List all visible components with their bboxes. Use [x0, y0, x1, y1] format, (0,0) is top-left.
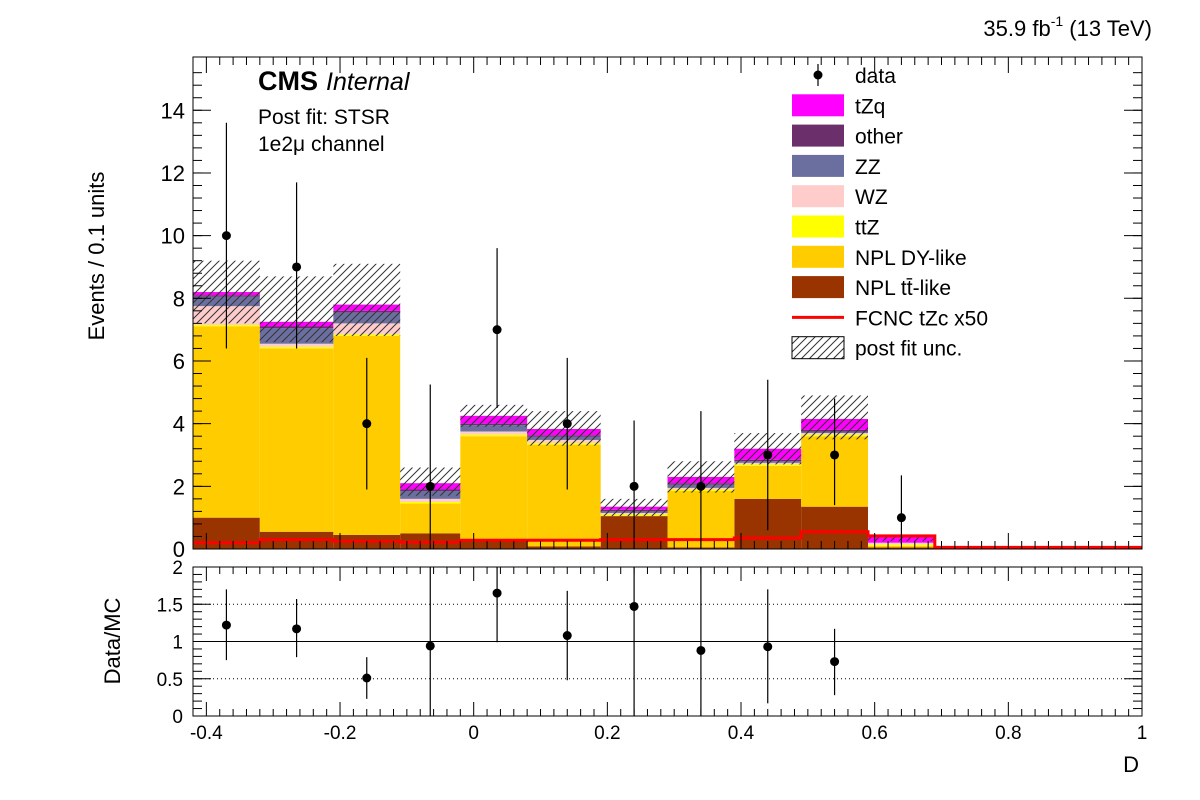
data-point-7 [696, 481, 706, 491]
bar-ttZ-4 [460, 434, 528, 437]
main-ytick-label: 10 [161, 224, 185, 249]
legend-entry-8: FCNC tZc x50 [792, 307, 988, 330]
legend-entry-0: data [813, 64, 896, 88]
data-layer [221, 122, 906, 549]
main-ylabel: Events / 0.1 units [84, 172, 109, 341]
unc-band-4 [460, 404, 528, 427]
ratio-axes: 0 0.5 1 1.5 2 -0.4 -0.2 0 0.2 0.4 0.6 0.8 1 [157, 558, 1148, 744]
xtick-label: 0.8 [995, 723, 1021, 744]
bar-NPL_DY-0 [193, 326, 260, 518]
main-ytick-label: 2 [173, 474, 185, 499]
ratio-point-2 [362, 673, 372, 683]
cms-label: CMS Internal [258, 66, 411, 96]
ratio-point-6 [629, 601, 639, 611]
ratio-points [221, 567, 840, 716]
bar-NPL_DY-4 [460, 436, 528, 540]
xtick-label: -0.2 [324, 723, 357, 744]
xtick-label: 0 [468, 723, 479, 744]
ratio-point-3 [425, 641, 435, 651]
legend: data tZq other ZZ WZ ttZ NPL DY-like NPL tt̄-li… [791, 64, 988, 361]
data-point-0 [221, 231, 231, 241]
legend-entry-5: ttZ [792, 215, 880, 240]
channel-label: 1e2μ channel [258, 133, 385, 156]
ratio-ytick-label: 0.5 [157, 670, 183, 691]
ratio-ylabel: Data/MC [100, 597, 125, 684]
fit-label: Post fit: STSR [258, 106, 390, 129]
data-point-2 [362, 419, 372, 429]
xtick-label: 0.4 [728, 723, 755, 744]
legend-entry-7: NPL tt̄-like [792, 276, 951, 300]
ratio-ytick-label: 1.5 [157, 595, 183, 616]
status-label: Internal [326, 68, 411, 96]
xtick-label: 0.6 [861, 723, 887, 744]
legend-label: ZZ [855, 156, 881, 179]
data-point-1 [292, 262, 302, 272]
main-ytick-label: 4 [173, 412, 185, 437]
main-ytick-label: 0 [173, 537, 185, 562]
data-point-6 [629, 481, 639, 491]
ratio-point-4 [492, 588, 502, 598]
bar-NPL_tt-4 [460, 539, 528, 549]
main-ytick-label: 12 [161, 161, 185, 186]
main-frame [192, 56, 1143, 550]
data-point-5 [562, 419, 572, 429]
main-panel: 0 2 4 6 8 10 12 14 CMS Internal Post fit: STSR 1… [84, 56, 1143, 562]
legend-label: WZ [855, 186, 888, 209]
main-ytick-label: 8 [173, 286, 185, 311]
legend-label: tZq [855, 95, 885, 118]
unc-band-2 [333, 263, 401, 336]
bar-NPL_DY-1 [259, 348, 334, 532]
data-point-4 [492, 325, 502, 335]
main-axes: 0 2 4 6 8 10 12 14 [161, 57, 1143, 562]
ratio-point-1 [292, 624, 302, 634]
legend-label: NPL DY-like [855, 247, 967, 270]
legend-label: post fit unc. [855, 338, 962, 361]
legend-entry-6: NPL DY-like [792, 245, 967, 270]
ratio-point-8 [763, 642, 773, 652]
bar-NPL_DY-5 [527, 444, 601, 547]
main-ytick-label: 6 [173, 349, 185, 374]
ratio-ytick-label: 1 [172, 633, 183, 654]
xtick-label: 1 [1137, 723, 1148, 744]
bar-ZZ-4 [460, 425, 528, 432]
ratio-ytick-label: 0 [172, 707, 183, 728]
ratio-grid [193, 603, 1142, 680]
xtick-label: -0.4 [190, 723, 223, 744]
legend-entry-2: other [792, 124, 903, 149]
legend-entry-3: ZZ [792, 154, 881, 179]
bar-NPL_tt-5 [527, 546, 601, 549]
fcnc-line [193, 530, 1142, 549]
data-point-8 [763, 450, 773, 460]
bar-NPL_tt-0 [193, 517, 260, 549]
xlabel: D [1123, 752, 1139, 777]
legend-entry-9: post fit unc. [791, 336, 962, 361]
bar-WZ-4 [460, 431, 528, 435]
legend-entry-1: tZq [792, 94, 885, 118]
unc-band-5 [527, 411, 601, 446]
legend-entry-4: WZ [792, 185, 888, 209]
ratio-point-0 [221, 620, 231, 630]
legend-label: NPL tt̄-like [855, 277, 951, 300]
legend-label: other [855, 126, 903, 149]
data-point-9 [830, 450, 840, 460]
data-point-3 [425, 481, 435, 491]
ratio-point-9 [830, 657, 840, 667]
legend-label: ttZ [855, 217, 880, 240]
legend-label: data [855, 65, 896, 88]
fcnc-layer [193, 530, 1142, 549]
xtick-label: 0.2 [594, 723, 620, 744]
main-ytick-label: 14 [161, 98, 185, 123]
ratio-point-5 [562, 631, 572, 641]
ratio-panel: 00.511.52-0.4 -0.2 0 0.2 0.4 0.6 0.8 1 Data/MC … [100, 558, 1147, 777]
data-point-10 [896, 513, 906, 523]
lumi-label: 35.9 fb-1 (13 TeV) [983, 13, 1152, 41]
legend-label: FCNC tZc x50 [855, 307, 988, 330]
ratio-ytick-label: 2 [172, 558, 183, 579]
ratio-point-7 [696, 645, 706, 655]
